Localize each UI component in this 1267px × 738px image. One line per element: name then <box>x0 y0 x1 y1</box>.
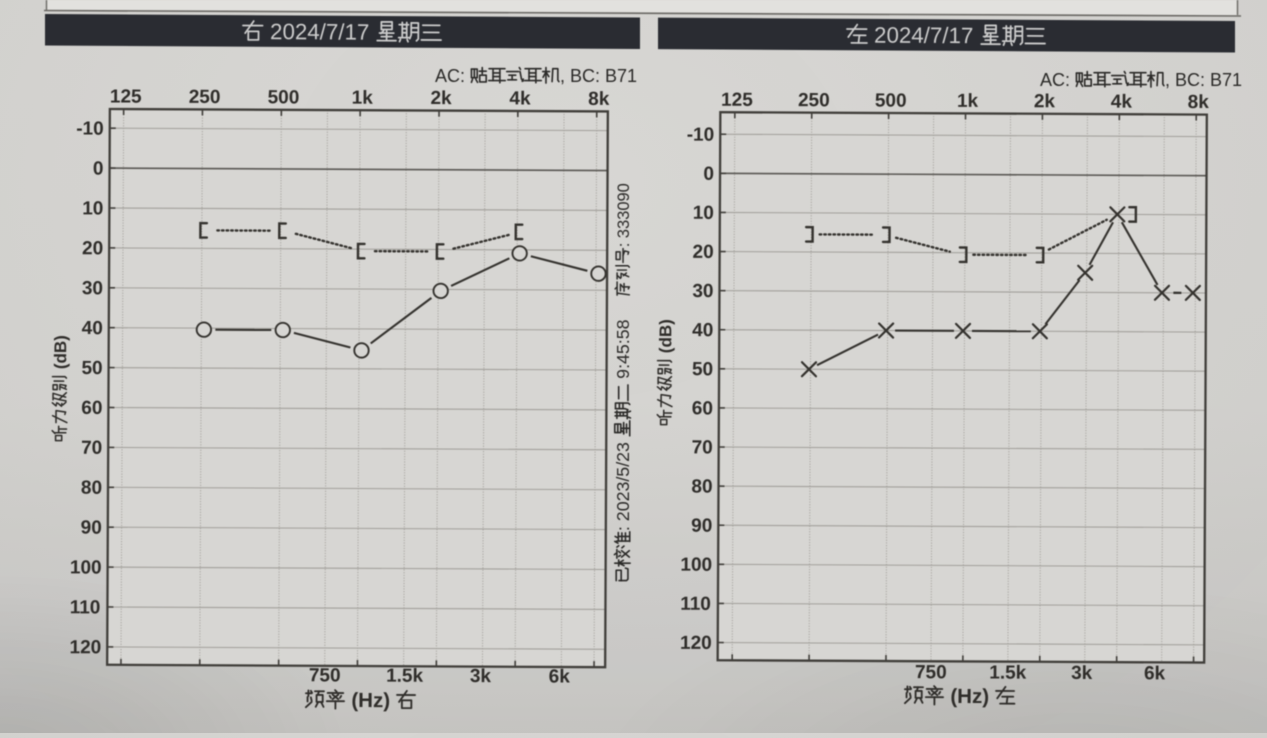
svg-text:80: 80 <box>81 478 102 499</box>
svg-text:2024/7/17: 2024/7/17 <box>270 19 369 45</box>
svg-text:70: 70 <box>81 438 102 459</box>
svg-text:500: 500 <box>268 87 300 108</box>
svg-text:0: 0 <box>703 164 714 185</box>
svg-text:4k: 4k <box>1111 92 1133 113</box>
svg-text:50: 50 <box>692 359 713 380</box>
svg-text:50: 50 <box>81 358 102 379</box>
svg-text:90: 90 <box>81 518 102 539</box>
svg-text::: : <box>613 526 633 531</box>
svg-text:40: 40 <box>82 318 103 339</box>
svg-text:BC:: BC: <box>570 66 600 86</box>
svg-text:2023/5/23: 2023/5/23 <box>613 442 633 521</box>
svg-text:BC:: BC: <box>1175 70 1205 90</box>
svg-text:1.5k: 1.5k <box>386 666 424 687</box>
svg-text:500: 500 <box>875 90 907 111</box>
svg-text:-10: -10 <box>687 125 715 146</box>
svg-text:6k: 6k <box>549 666 571 687</box>
svg-text:AC:: AC: <box>1040 70 1070 90</box>
svg-text:8k: 8k <box>588 89 610 110</box>
svg-text:1.5k: 1.5k <box>989 663 1027 684</box>
svg-text:60: 60 <box>81 398 102 419</box>
svg-text:750: 750 <box>309 665 341 686</box>
svg-text:(Hz): (Hz) <box>351 689 390 712</box>
svg-text:3k: 3k <box>470 666 492 687</box>
svg-text:60: 60 <box>692 398 713 419</box>
svg-text:0: 0 <box>93 159 104 180</box>
svg-text:(dB): (dB) <box>51 335 70 369</box>
svg-text:30: 30 <box>692 281 713 302</box>
svg-text:4k: 4k <box>509 88 531 109</box>
svg-text:125: 125 <box>110 86 142 107</box>
svg-text:B71: B71 <box>1210 70 1242 90</box>
svg-text:10: 10 <box>693 203 714 224</box>
svg-text:750: 750 <box>915 662 947 683</box>
svg-text:1k: 1k <box>352 88 374 109</box>
svg-text:80: 80 <box>691 476 712 497</box>
svg-text:30: 30 <box>82 278 103 299</box>
svg-text:(Hz): (Hz) <box>950 685 989 708</box>
svg-text:20: 20 <box>82 238 103 259</box>
svg-text:120: 120 <box>69 637 101 658</box>
svg-text:70: 70 <box>692 437 713 458</box>
svg-text:90: 90 <box>691 516 712 537</box>
svg-text:,: , <box>560 66 565 86</box>
svg-text:10: 10 <box>82 198 103 219</box>
svg-text:100: 100 <box>70 557 102 578</box>
svg-text:2k: 2k <box>430 88 452 109</box>
svg-text:-10: -10 <box>76 119 104 140</box>
svg-text:3k: 3k <box>1071 663 1093 684</box>
svg-text:250: 250 <box>189 87 221 108</box>
svg-text:1k: 1k <box>957 91 979 112</box>
svg-text:125: 125 <box>721 90 753 111</box>
svg-text:100: 100 <box>680 555 712 576</box>
svg-text:2k: 2k <box>1034 91 1056 112</box>
svg-text:9:45:58: 9:45:58 <box>613 319 633 378</box>
svg-text:20: 20 <box>693 242 714 263</box>
svg-text:6k: 6k <box>1144 663 1166 684</box>
svg-text:8k: 8k <box>1188 92 1210 113</box>
svg-text:333090: 333090 <box>615 183 633 238</box>
svg-text:110: 110 <box>680 594 711 615</box>
svg-text:B71: B71 <box>605 66 637 86</box>
svg-text:110: 110 <box>70 597 101 618</box>
svg-text:120: 120 <box>680 633 712 654</box>
svg-text::: : <box>615 243 633 248</box>
svg-text:250: 250 <box>798 90 830 111</box>
svg-text:(dB): (dB) <box>656 319 675 353</box>
svg-text:40: 40 <box>692 320 713 341</box>
svg-text:AC:: AC: <box>435 66 465 86</box>
svg-text:,: , <box>1165 70 1170 90</box>
svg-text:2024/7/17: 2024/7/17 <box>874 23 973 49</box>
